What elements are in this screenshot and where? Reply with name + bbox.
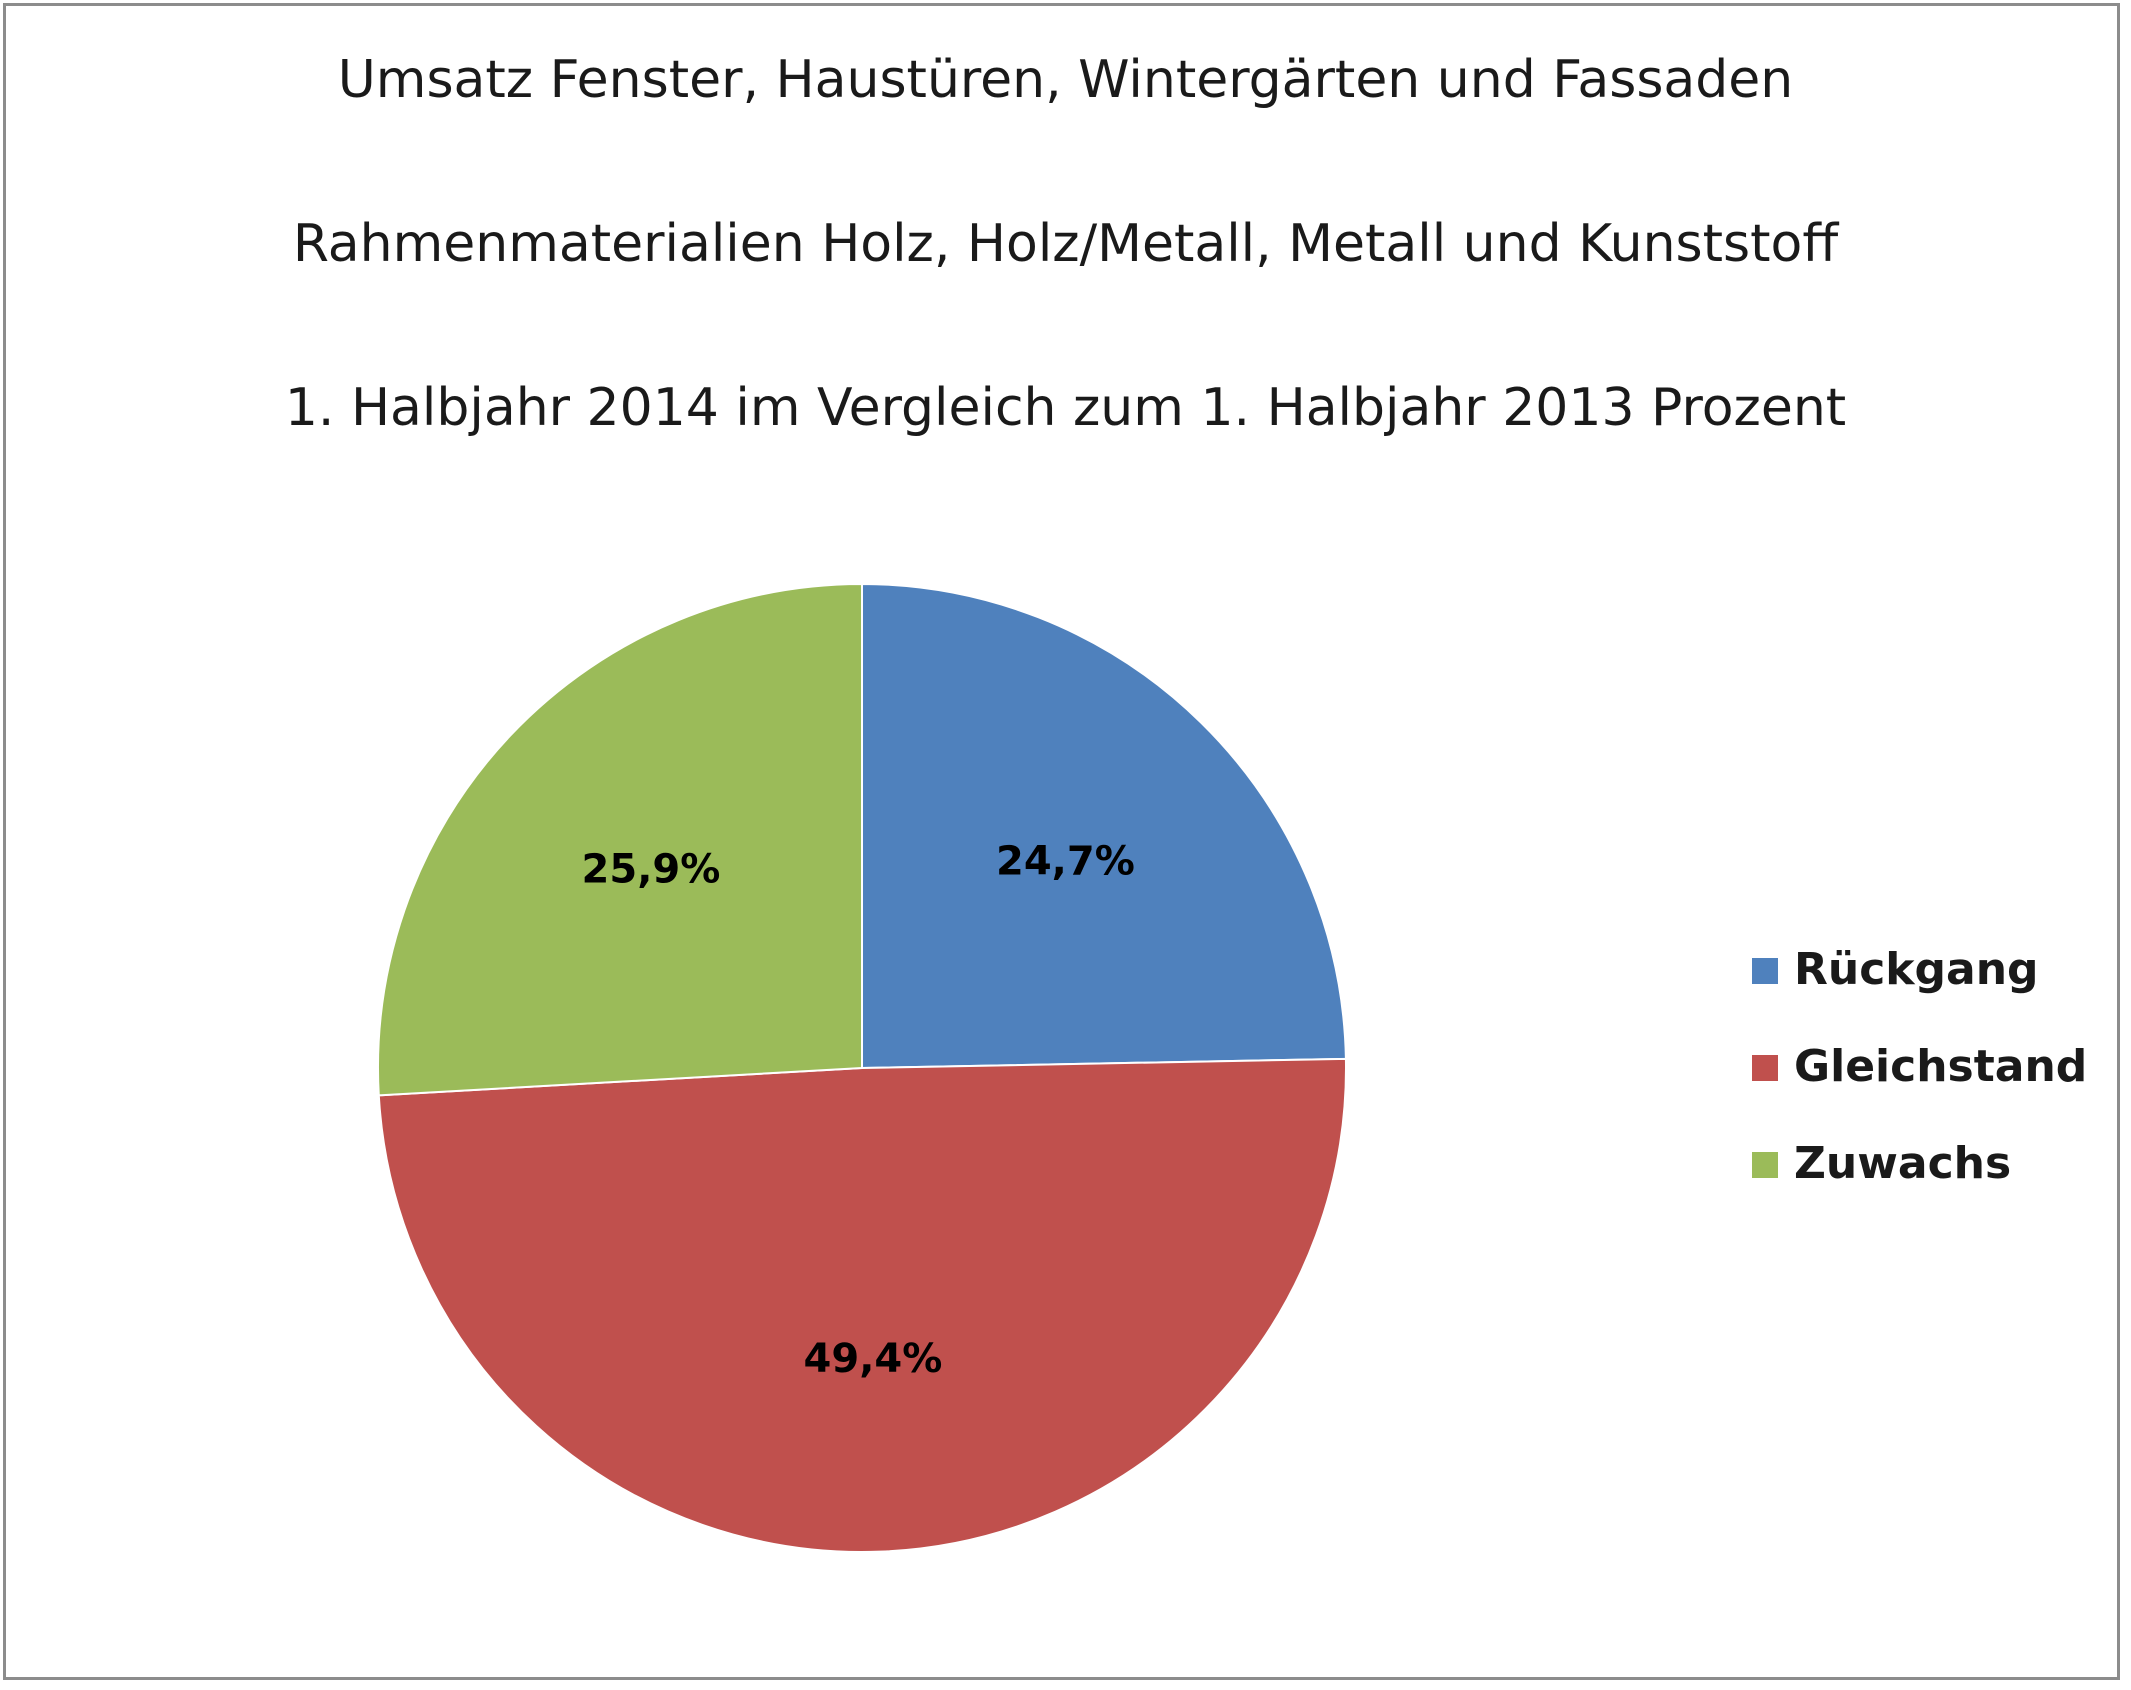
legend-label-gleichstand: Gleichstand: [1794, 1041, 2087, 1092]
legend-swatch-gleichstand: [1752, 1055, 1778, 1081]
chart-title-line-3: 1. Halbjahr 2014 im Vergleich zum 1. Hal…: [284, 378, 1847, 438]
chart-title-line-2: Rahmenmaterialien Holz, Holz/Metall, Met…: [292, 214, 1839, 274]
data-label-rueckgang: 24,7%: [996, 839, 1135, 885]
pie-slice-gleichstand: [377, 1057, 1347, 1553]
legend-swatch-rueckgang: [1752, 958, 1778, 984]
chart-title-line-1: Umsatz Fenster, Haustüren, Wintergärten …: [337, 50, 1794, 110]
pie-slice-zuwachs: [377, 582, 863, 1097]
pie-slice-rueckgang: [861, 582, 1347, 1070]
pie-data-labels: 24,7% 49,4% 25,9%: [582, 839, 1135, 1382]
chart-legend: Rückgang Gleichstand Zuwachs: [1752, 944, 2087, 1189]
legend-swatch-zuwachs: [1752, 1152, 1778, 1178]
legend-label-zuwachs: Zuwachs: [1794, 1138, 2011, 1189]
legend-label-rueckgang: Rückgang: [1794, 944, 2039, 995]
data-label-zuwachs: 25,9%: [582, 847, 721, 893]
pie-slices: [377, 582, 1347, 1553]
data-label-gleichstand: 49,4%: [804, 1336, 943, 1382]
